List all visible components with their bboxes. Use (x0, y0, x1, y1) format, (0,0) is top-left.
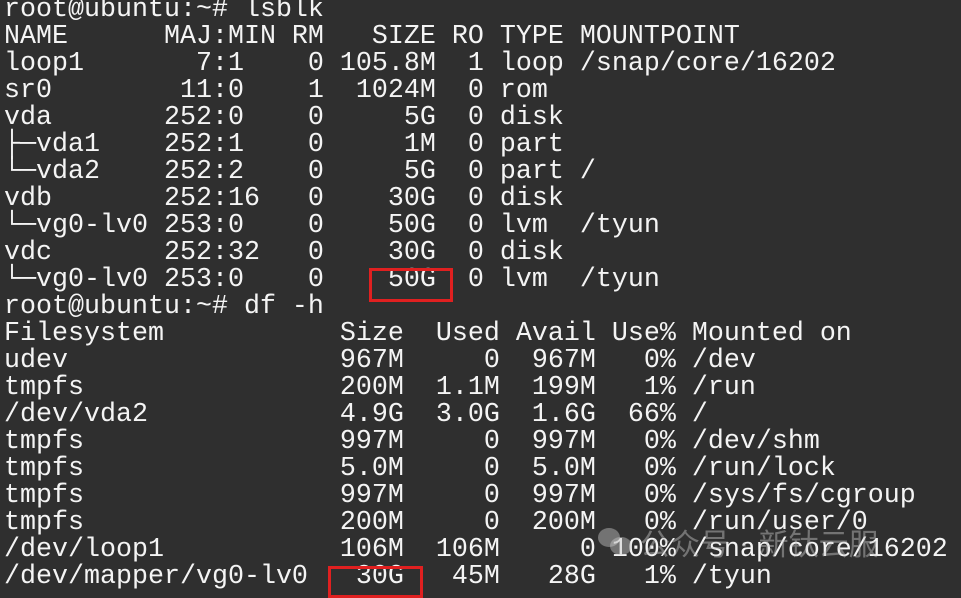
watermark: 公众号 · 新钛云服 (598, 520, 879, 564)
lsblk-header: NAME MAJ:MIN RM SIZE RO TYPE MOUNTPOINT (4, 22, 740, 52)
df-header: Filesystem Size Used Avail Use% Mounted … (4, 319, 852, 349)
lsblk-row: ├─vda1 252:1 0 1M 0 part (4, 130, 564, 160)
lsblk-row: vda 252:0 0 5G 0 disk (4, 103, 564, 133)
lsblk-row: └─vda2 252:2 0 5G 0 part / (4, 157, 596, 187)
lsblk-row: sr0 11:0 1 1024M 0 rom (4, 76, 548, 106)
lsblk-row: vdc 252:32 0 30G 0 disk (4, 238, 564, 268)
lsblk-row: └─vg0-lv0 253:0 0 50G 0 lvm /tyun (4, 265, 660, 295)
command-prompt-lsblk: root@ubuntu:~# lsblk (4, 0, 324, 25)
wechat-icon (598, 528, 632, 556)
lsblk-row: vdb 252:16 0 30G 0 disk (4, 184, 564, 214)
df-row: tmpfs 5.0M 0 5.0M 0% /run/lock (4, 454, 836, 484)
highlight-box-lv-size (369, 268, 453, 302)
df-row: /dev/vda2 4.9G 3.0G 1.6G 66% / (4, 400, 708, 430)
highlight-box-fs-size (328, 566, 423, 598)
df-row: tmpfs 200M 0 200M 0% /run/user/0 (4, 508, 868, 538)
df-row: tmpfs 200M 1.1M 199M 1% /run (4, 373, 756, 403)
terminal-output: root@ubuntu:~# lsblk NAME MAJ:MIN RM SIZE… (4, 0, 948, 591)
df-row: udev 967M 0 967M 0% /dev (4, 346, 756, 376)
df-row: tmpfs 997M 0 997M 0% /dev/shm (4, 427, 820, 457)
watermark-text: 公众号 · 新钛云服 (640, 528, 879, 563)
df-row: tmpfs 997M 0 997M 0% /sys/fs/cgroup (4, 481, 916, 511)
command-prompt-df: root@ubuntu:~# df -h (4, 292, 324, 322)
df-row: /dev/loop1 106M 106M 0 100% /snap/core/1… (4, 535, 948, 565)
df-row: /dev/mapper/vg0-lv0 30G 45M 28G 1% /tyun (4, 562, 772, 592)
lsblk-row: └─vg0-lv0 253:0 0 50G 0 lvm /tyun (4, 211, 660, 241)
lsblk-row: loop1 7:1 0 105.8M 1 loop /snap/core/162… (4, 49, 836, 79)
